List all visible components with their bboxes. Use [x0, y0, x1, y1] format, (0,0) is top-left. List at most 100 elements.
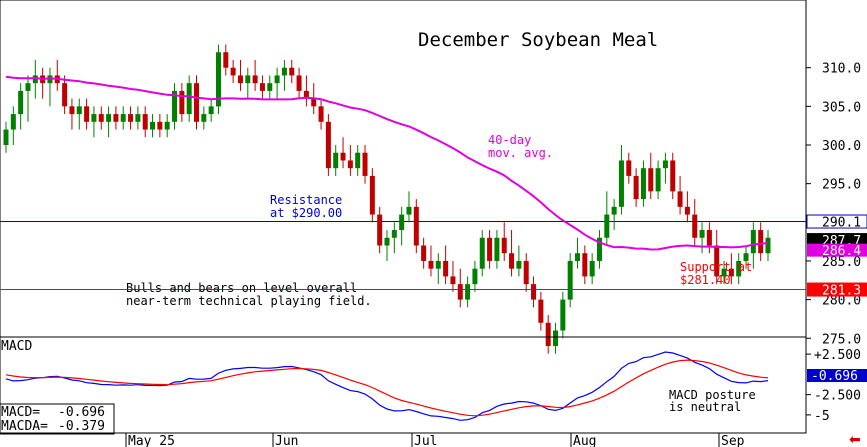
chart-note: Bulls and bears on level overall near-ter… — [126, 281, 372, 308]
candle-body — [91, 114, 97, 122]
candle-body — [179, 90, 185, 115]
candle-body — [369, 175, 375, 215]
macd-axis: +2.500 -2.500 -5 — [806, 348, 861, 424]
candle-body — [640, 168, 646, 200]
candle-body — [98, 114, 104, 122]
candle-body — [230, 67, 236, 76]
candle-body — [128, 114, 134, 122]
candle-body — [633, 175, 639, 200]
candle-body — [714, 245, 720, 277]
candle-body — [201, 114, 207, 122]
candle-body — [362, 152, 368, 176]
candle-body — [428, 260, 434, 269]
candle-body — [567, 260, 573, 300]
candle-body — [281, 67, 287, 76]
chart-title: December Soybean Meal — [418, 29, 658, 51]
date-tick-label: Sep — [721, 434, 745, 447]
date-tick-label: Jun — [275, 434, 298, 447]
candle-body — [355, 152, 361, 169]
candle-body — [62, 83, 68, 107]
resistance-tag: 290.1 — [822, 216, 861, 231]
candle-body — [523, 260, 529, 285]
candle-body — [135, 114, 141, 122]
resistance-tag-bg — [806, 214, 867, 229]
price-tick-label: 275.0 — [822, 332, 861, 347]
candle-body — [450, 276, 456, 285]
candle-body — [164, 121, 170, 130]
price-tick-label: 310.0 — [822, 62, 861, 77]
left-arrow-icon[interactable]: ⬅ — [849, 432, 861, 447]
candle-body — [69, 106, 75, 115]
candle-body — [655, 168, 661, 192]
moving-average-label: 40-day mov. avg. — [488, 133, 553, 160]
candle-body — [347, 160, 353, 169]
candle-body — [237, 75, 243, 84]
macd-note: MACD posture is neutral — [669, 388, 756, 414]
support-tag: 281.3 — [822, 284, 861, 299]
macd-line — [5, 351, 769, 421]
candle-body — [457, 284, 463, 300]
candle-body — [736, 260, 742, 277]
candle-body — [18, 90, 24, 115]
candle-body — [589, 260, 595, 277]
candle-body — [142, 114, 148, 130]
candle-body — [538, 299, 544, 323]
candle-body — [765, 237, 771, 254]
date-tick-label: Jul — [414, 434, 437, 447]
candle-body — [157, 121, 163, 130]
candle-body — [472, 268, 478, 285]
macd-tag: -0.696 — [811, 369, 858, 384]
candle-body — [421, 245, 427, 261]
macd-tick-label: -2.500 — [814, 389, 861, 404]
candle-body — [340, 152, 346, 161]
candle-body — [333, 152, 339, 169]
candle-body — [208, 106, 214, 115]
candle-body — [618, 160, 624, 207]
macda-readout-value: -0.379 — [58, 419, 105, 434]
candle-body — [172, 90, 178, 122]
macd-title: MACD — [1, 339, 32, 354]
macd-tick-label: +2.500 — [814, 348, 861, 363]
candle-body — [611, 206, 617, 215]
price-pane: 310.0305.0300.0295.0290.0285.0280.0275.0… — [0, 0, 861, 354]
candle-body — [10, 114, 16, 130]
candle-body — [750, 230, 756, 254]
price-tick-label: 285.0 — [822, 255, 861, 270]
macda-readout-label: MACDA= — [1, 419, 48, 434]
candle-body — [721, 268, 727, 277]
macd-readout-label: MACD= — [1, 405, 40, 420]
candle-body — [545, 322, 551, 346]
candle-body — [604, 214, 610, 238]
candle-body — [267, 83, 273, 91]
candle-body — [560, 299, 566, 331]
candle-body — [494, 237, 500, 261]
candle-body — [252, 75, 258, 84]
candle-body — [303, 90, 309, 99]
candle-body — [435, 260, 441, 269]
candle-body — [479, 237, 485, 269]
price-tags: 290.1 287.7 286.4 281.3 — [806, 214, 867, 299]
candle-body — [377, 214, 383, 246]
macd-pane: MACD +2.500-2.500-5 -0.696 MACD= -0.696 … — [0, 336, 867, 435]
moving-average-line — [5, 75, 769, 251]
candle-body — [582, 253, 588, 277]
macd-tag-bg — [807, 369, 867, 382]
candle-body — [245, 75, 251, 84]
macd-readout-value: -0.696 — [58, 405, 105, 420]
date-axis: May 25 Jun Jul Aug Sep — [0, 432, 806, 447]
macd-readout-box — [0, 403, 115, 435]
candle-body — [706, 230, 712, 246]
candle-body — [465, 284, 471, 300]
candle-body — [728, 268, 734, 277]
candle-body — [758, 230, 764, 254]
candle-body — [325, 121, 331, 169]
price-tick-label: 295.0 — [822, 178, 861, 193]
macd-tick-label: -5 — [814, 409, 830, 424]
price-tick-label: 300.0 — [822, 139, 861, 154]
candle-body — [399, 214, 405, 231]
candle-body — [531, 284, 537, 300]
candle-body — [391, 230, 397, 238]
support-tag-bg — [807, 282, 867, 297]
candle-body — [553, 330, 559, 346]
